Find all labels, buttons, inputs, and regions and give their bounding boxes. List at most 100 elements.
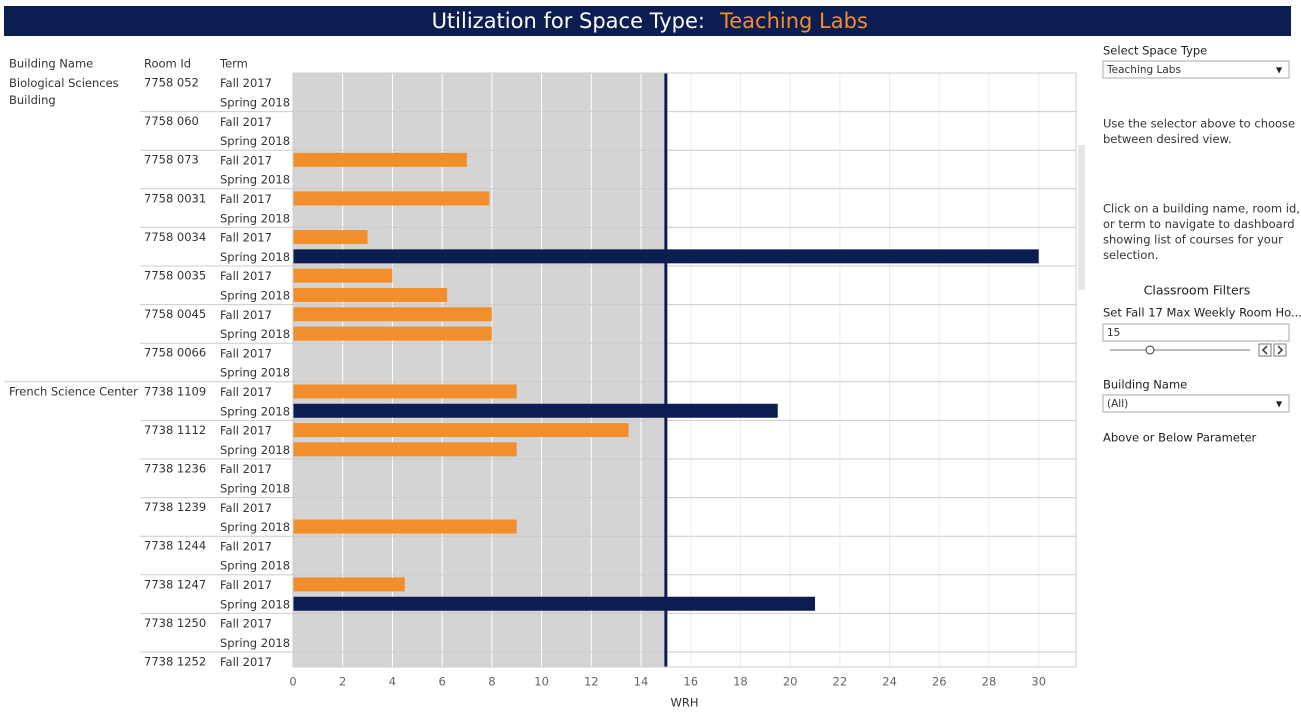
slider-handle[interactable] xyxy=(1145,345,1155,355)
building-value: (All) xyxy=(1107,398,1128,410)
bar xyxy=(293,152,467,167)
help-text: or term to navigate to dashboard xyxy=(1103,217,1295,231)
bar xyxy=(293,384,517,399)
term[interactable]: Spring 2018 xyxy=(220,559,290,573)
max-hours-value: 15 xyxy=(1107,327,1120,339)
bar xyxy=(293,191,490,206)
help-text: Click on a building name, room id, xyxy=(1103,202,1300,216)
term[interactable]: Fall 2017 xyxy=(220,153,272,167)
term[interactable]: Spring 2018 xyxy=(220,211,290,225)
room-id[interactable]: 7758 0035 xyxy=(144,269,206,283)
room-id[interactable]: 7758 0066 xyxy=(144,346,206,360)
room-id[interactable]: 7758 0034 xyxy=(144,230,206,244)
space-type-label: Select Space Type xyxy=(1103,44,1207,58)
term[interactable]: Spring 2018 xyxy=(220,636,290,650)
term[interactable]: Fall 2017 xyxy=(220,424,272,438)
x-tick-label: 10 xyxy=(534,675,549,689)
x-tick-label: 22 xyxy=(833,675,848,689)
max-hours-input[interactable] xyxy=(1102,323,1290,342)
term[interactable]: Spring 2018 xyxy=(220,250,290,264)
room-id[interactable]: 7738 1112 xyxy=(144,423,206,437)
bar xyxy=(293,287,448,302)
room-id[interactable]: 7758 0031 xyxy=(144,191,206,205)
bar xyxy=(293,230,368,245)
term[interactable]: Fall 2017 xyxy=(220,578,272,592)
room-id[interactable]: 7758 060 xyxy=(144,114,199,128)
x-tick-label: 28 xyxy=(982,675,997,689)
term[interactable]: Fall 2017 xyxy=(220,617,272,631)
room-id[interactable]: 7738 1252 xyxy=(144,655,206,669)
room-id[interactable]: 7738 1244 xyxy=(144,539,206,553)
title-space-type: Teaching Labs xyxy=(719,9,868,33)
term[interactable]: Spring 2018 xyxy=(220,520,290,534)
term[interactable]: Spring 2018 xyxy=(220,366,290,380)
term[interactable]: Fall 2017 xyxy=(220,462,272,476)
term[interactable]: Spring 2018 xyxy=(220,173,290,187)
building-name[interactable]: French Science Center xyxy=(9,384,138,398)
room-id[interactable]: 7738 1250 xyxy=(144,616,206,630)
help-text: Use the selector above to choose xyxy=(1103,117,1295,131)
term[interactable]: Fall 2017 xyxy=(220,501,272,515)
term[interactable]: Fall 2017 xyxy=(220,346,272,360)
x-tick-label: 26 xyxy=(932,675,947,689)
term[interactable]: Fall 2017 xyxy=(220,308,272,322)
x-tick-label: 8 xyxy=(488,675,495,689)
room-id[interactable]: 7758 073 xyxy=(144,153,199,167)
x-tick-label: 16 xyxy=(683,675,698,689)
term[interactable]: Fall 2017 xyxy=(220,76,272,90)
x-tick-label: 14 xyxy=(634,675,649,689)
title: Utilization for Space Type: xyxy=(432,9,705,33)
title-bar xyxy=(4,6,1291,36)
term[interactable]: Fall 2017 xyxy=(220,269,272,283)
room-id[interactable]: 7758 0045 xyxy=(144,307,206,321)
column-header: Building Name xyxy=(9,57,93,71)
building-name[interactable]: Biological Sciences Building xyxy=(9,76,119,107)
space-type-dropdown[interactable] xyxy=(1102,60,1290,79)
x-axis-label: WRH xyxy=(670,696,698,710)
filters-title: Classroom Filters xyxy=(1144,283,1251,298)
term[interactable]: Fall 2017 xyxy=(220,385,272,399)
x-tick-label: 6 xyxy=(438,675,445,689)
prev-arrow xyxy=(1261,345,1268,355)
room-id[interactable]: 7738 1109 xyxy=(144,384,206,398)
slider-prev[interactable] xyxy=(1258,343,1272,357)
term[interactable]: Spring 2018 xyxy=(220,327,290,341)
term[interactable]: Spring 2018 xyxy=(220,443,290,457)
term[interactable]: Fall 2017 xyxy=(220,192,272,206)
x-tick-label: 18 xyxy=(733,675,748,689)
building-filter-label: Building Name xyxy=(1103,378,1187,392)
help-text: between desired view. xyxy=(1103,132,1232,146)
help-text: showing list of courses for your xyxy=(1103,233,1283,247)
bar xyxy=(293,519,517,534)
building-dropdown[interactable] xyxy=(1102,394,1290,413)
bar xyxy=(293,403,778,418)
max-hours-label: Set Fall 17 Max Weekly Room Ho... xyxy=(1103,306,1301,320)
term[interactable]: Fall 2017 xyxy=(220,115,272,129)
dropdown-arrow: ▼ xyxy=(1276,66,1283,75)
term[interactable]: Fall 2017 xyxy=(220,231,272,245)
bar xyxy=(293,577,405,592)
term[interactable]: Spring 2018 xyxy=(220,95,290,109)
scrollbar[interactable] xyxy=(1078,145,1085,290)
plot-frame xyxy=(292,72,1077,668)
term[interactable]: Spring 2018 xyxy=(220,404,290,418)
room-id[interactable]: 7758 052 xyxy=(144,76,199,90)
column-header: Term xyxy=(219,57,248,71)
bar xyxy=(293,326,492,341)
bar xyxy=(293,596,815,611)
term[interactable]: Fall 2017 xyxy=(220,655,272,669)
bar xyxy=(293,307,492,322)
term[interactable]: Spring 2018 xyxy=(220,597,290,611)
term[interactable]: Fall 2017 xyxy=(220,539,272,553)
term[interactable]: Spring 2018 xyxy=(220,134,290,148)
room-id[interactable]: 7738 1239 xyxy=(144,500,206,514)
room-id[interactable]: 7738 1247 xyxy=(144,577,206,591)
room-id[interactable]: 7738 1236 xyxy=(144,462,206,476)
x-tick-label: 2 xyxy=(339,675,346,689)
slider-next[interactable] xyxy=(1273,343,1287,357)
column-header: Room Id xyxy=(144,57,191,71)
term[interactable]: Spring 2018 xyxy=(220,481,290,495)
x-tick-label: 30 xyxy=(1031,675,1046,689)
term[interactable]: Spring 2018 xyxy=(220,288,290,302)
